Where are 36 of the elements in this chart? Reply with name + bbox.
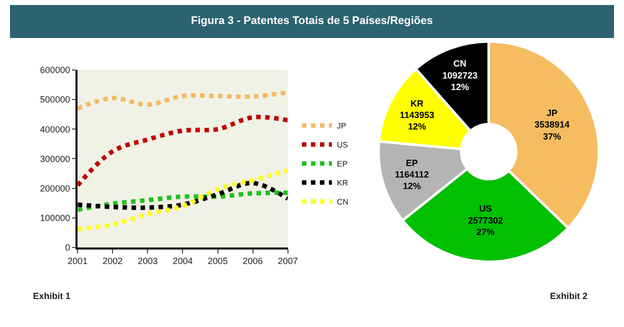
x-tick-label: 2004: [172, 256, 193, 266]
legend-label: KR: [336, 178, 348, 188]
data-label: 2577302 27%: [468, 215, 504, 238]
y-tick-label: 200000: [40, 183, 70, 194]
y-tick-label: 600000: [40, 65, 70, 76]
y-tick-label: 100000: [40, 213, 70, 224]
y-tick-label: 500000: [40, 94, 70, 105]
legend-label: US: [336, 140, 348, 150]
slice-label: KR: [410, 98, 424, 108]
text: Exhibit 2: [550, 291, 588, 301]
x-tick-label: 2001: [68, 256, 88, 266]
data-label: 3538914 37%: [534, 120, 570, 142]
y-tick-label: 0: [65, 242, 70, 253]
legend-label: JP: [336, 122, 346, 131]
data-label: 1143953 12%: [400, 110, 434, 132]
legend-label: CN: [336, 198, 349, 207]
line-series: [78, 90, 288, 111]
x-tick-label: 2005: [208, 256, 228, 266]
x-tick-label: 2007: [278, 256, 298, 266]
y-tick-label: 300000: [40, 154, 70, 164]
y-tick-label: 400000: [40, 124, 70, 134]
slice-label: EP: [406, 158, 418, 168]
data-label: 1164112 12%: [394, 170, 429, 192]
x-tick-label: 2002: [102, 256, 123, 266]
slice-label: US: [479, 204, 492, 214]
slice-label: JP: [546, 108, 558, 118]
line-series: [78, 168, 288, 232]
slice-label: CN: [453, 58, 466, 69]
line-series: [78, 190, 288, 212]
x-tick-label: 2006: [242, 256, 263, 266]
legend-label: EP: [336, 160, 348, 169]
x-tick-label: 2003: [138, 256, 158, 266]
data-label: 1092723 12%: [442, 70, 478, 92]
text: Figura 3 - Patentes Totais de 5 Países/Regiões: [191, 15, 433, 27]
text: Exhibit 1: [33, 291, 71, 301]
line-series: [78, 114, 288, 188]
